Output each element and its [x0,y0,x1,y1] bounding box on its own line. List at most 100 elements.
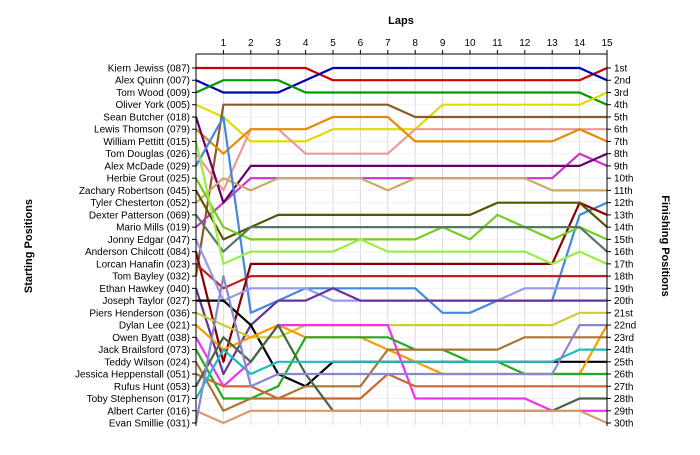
axes [192,50,611,426]
series-line-6 [195,128,607,192]
start-label-19: Ethan Hawkey (040) [99,284,190,295]
series-line-9 [194,116,608,204]
finish-label-10: 10th [614,174,633,185]
start-label-29: Albert Carter (016) [107,406,190,417]
finish-label-5: 5th [614,112,628,123]
series-line-16 [194,141,608,265]
series-line-2 [195,66,608,94]
finish-label-21: 21st [614,308,633,319]
lap-tick-10: 10 [464,38,476,49]
start-label-2: Alex Quinn (007) [115,76,190,87]
finish-label-16: 16th [614,247,633,258]
start-label-25: Teddy Wilson (024) [104,357,190,368]
lap-tick-4: 4 [303,38,309,49]
start-label-20: Joseph Taylor (027) [102,296,190,307]
lap-tick-7: 7 [385,38,391,49]
series-group [194,66,608,425]
lap-tick-5: 5 [330,38,336,49]
start-label-13: Dexter Patterson (069) [89,210,190,221]
finish-label-18: 18th [614,272,633,283]
finish-label-22: 22nd [614,321,636,332]
start-label-9: Alex McDade (029) [104,161,190,172]
start-label-11: Zachary Robertson (045) [79,186,190,197]
start-label-1: Kiern Jewiss (087) [108,64,190,75]
series-line-30 [194,275,607,424]
series-line-15 [195,214,608,253]
start-label-7: William Pettitt (015) [103,137,190,148]
start-label-16: Anderson Chilcott (084) [85,247,190,258]
series-line-28 [195,348,607,400]
series-line-5 [194,103,607,277]
start-label-8: Tom Douglas (026) [106,149,190,160]
finish-label-13: 13th [614,210,633,221]
finish-label-19: 19th [614,284,633,295]
start-label-17: Lorcan Hanafin (023) [96,259,190,270]
series-line-7 [195,115,608,155]
series-line-13 [195,189,608,241]
right-axis-title: Finishing Positions [659,195,671,296]
finish-label-28: 28th [614,394,633,405]
start-label-4: Oliver York (005) [116,100,190,111]
lap-tick-8: 8 [412,38,418,49]
finish-label-8: 8th [614,149,628,160]
lap-tick-9: 9 [440,38,446,49]
finish-label-3: 3rd [614,88,628,99]
finish-label-9: 9th [614,161,628,172]
finish-label-17: 17th [614,259,633,270]
finish-label-11: 11th [614,186,633,197]
lap-tick-1: 1 [221,38,227,49]
lap-tick-15: 15 [601,38,613,49]
finish-label-12: 12th [614,198,633,209]
finish-label-20: 20th [614,296,633,307]
lap-tick-14: 14 [574,38,586,49]
start-label-22: Dylan Lee (021) [119,321,190,332]
series-line-26 [195,372,607,400]
lap-tick-13: 13 [547,38,559,49]
series-line-8 [195,152,608,228]
finish-label-24: 24th [614,345,633,356]
finish-label-27: 27th [614,382,633,393]
start-label-6: Lewis Thomson (079) [94,125,190,136]
start-label-5: Sean Butcher (018) [103,112,190,123]
lap-tick-11: 11 [492,38,503,49]
lap-tick-12: 12 [519,38,531,49]
start-label-23: Owen Byatt (038) [112,333,190,344]
finish-label-1: 1st [614,64,628,75]
series-line-29 [195,409,608,425]
start-label-14: Mario Mills (019) [116,223,190,234]
lap-tick-2: 2 [248,38,254,49]
finish-label-29: 29th [614,406,633,417]
start-label-10: Herbie Grout (025) [107,174,190,185]
lap-tick-3: 3 [275,38,281,49]
finish-label-7: 7th [614,137,628,148]
start-label-24: Jack Brailsford (073) [98,345,190,356]
start-label-28: Toby Stephenson (017) [87,394,190,405]
start-label-12: Tyler Chesterton (052) [91,198,191,209]
finish-label-4: 4th [614,100,628,111]
start-label-21: Piers Henderson (036) [89,308,190,319]
series-line-1 [196,66,608,82]
series-line-18 [194,238,607,302]
finish-label-6: 6th [614,125,628,136]
start-label-18: Tom Bayley (032) [112,272,190,283]
series-line-12 [194,201,608,363]
finish-label-25: 25th [614,357,633,368]
finish-label-14: 14th [614,223,633,234]
finish-label-26: 26th [614,370,633,381]
series-line-10 [195,177,607,204]
lap-tick-6: 6 [358,38,364,49]
start-label-15: Jonny Edgar (047) [108,235,190,246]
series-line-14 [195,177,608,241]
left-axis-title: Starting Positions [23,199,35,293]
finish-label-23: 23rd [614,333,634,344]
series-line-3 [195,79,608,106]
series-line-17 [195,263,607,290]
start-label-27: Rufus Hunt (053) [114,382,190,393]
chart-title: Laps [388,15,414,27]
series-line-25 [195,336,607,412]
series-line-21 [195,311,607,339]
finish-label-15: 15th [614,235,633,246]
